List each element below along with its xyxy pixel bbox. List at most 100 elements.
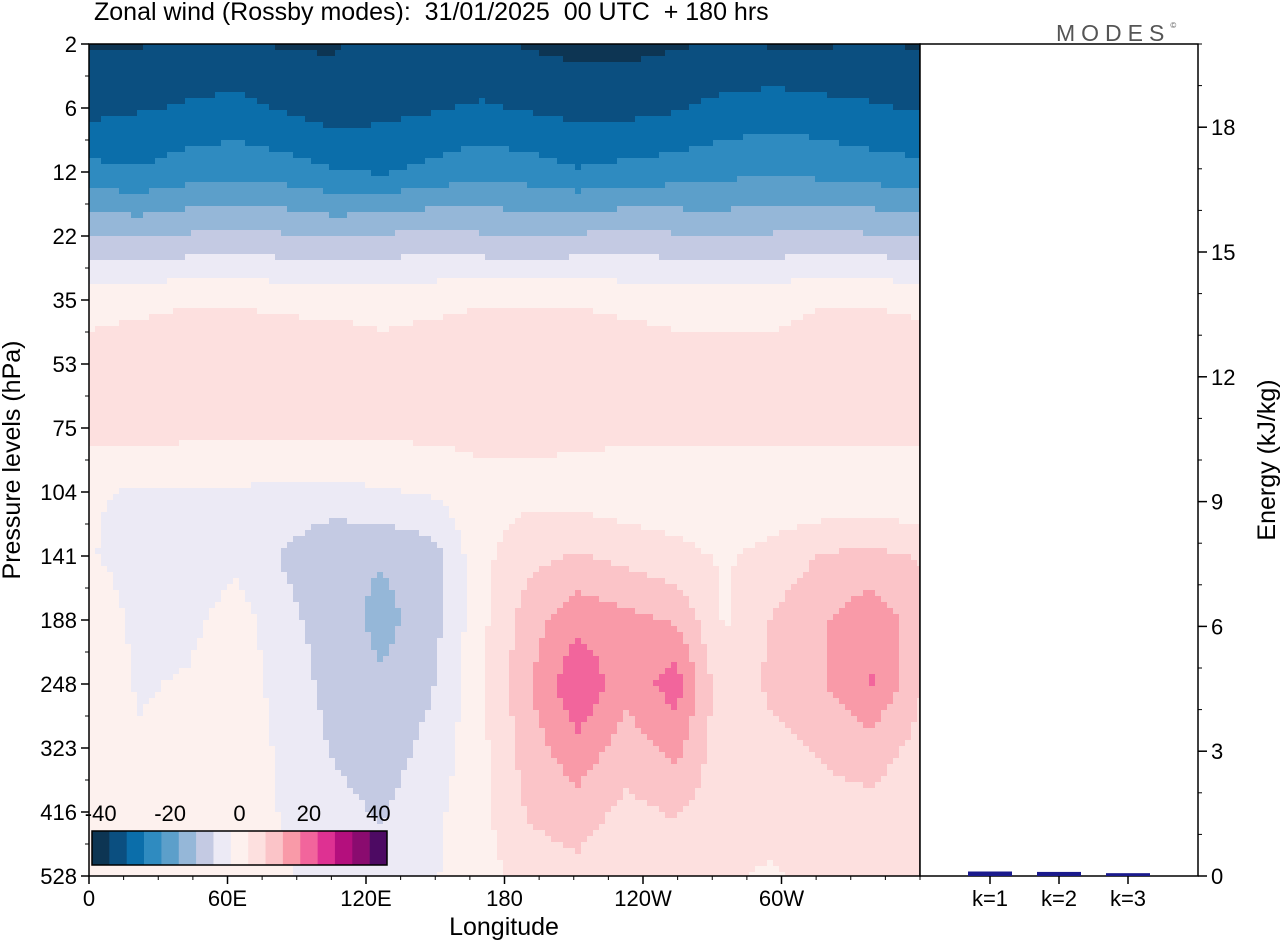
heatmap-cell <box>107 206 114 213</box>
heatmap-cell <box>395 86 402 93</box>
heatmap-cell <box>359 128 366 135</box>
heatmap-cell <box>737 200 744 207</box>
heatmap-cell <box>647 98 654 105</box>
heatmap-cell <box>725 110 732 117</box>
heatmap-cell <box>815 176 822 183</box>
heatmap-cell <box>233 104 240 111</box>
heatmap-cell <box>401 92 408 99</box>
heatmap-cell <box>371 218 378 225</box>
heatmap-cell <box>689 236 696 243</box>
heatmap-cell <box>275 50 282 57</box>
heatmap-cell <box>497 170 504 177</box>
heatmap-cell <box>557 212 564 219</box>
heatmap-cell <box>893 98 900 105</box>
heatmap-cell <box>857 80 864 87</box>
heatmap-cell <box>641 134 648 141</box>
heatmap-cell <box>635 146 642 153</box>
heatmap-cell <box>443 152 450 159</box>
heatmap-cell <box>701 212 708 219</box>
heatmap-cell <box>593 242 600 249</box>
heatmap-cell <box>851 104 858 111</box>
heatmap-cell <box>545 164 552 171</box>
heatmap-cell <box>803 140 810 147</box>
heatmap-cell <box>395 224 402 231</box>
heatmap-cell <box>335 242 342 249</box>
heatmap-cell <box>635 140 642 147</box>
heatmap-cell <box>407 86 414 93</box>
heatmap-cell <box>707 248 714 255</box>
heatmap-cell <box>515 140 522 147</box>
heatmap-cell <box>167 98 174 105</box>
heatmap-cell <box>827 134 834 141</box>
heatmap-cell <box>869 140 876 147</box>
heatmap-cell <box>557 110 564 117</box>
heatmap-cell <box>443 242 450 249</box>
heatmap-cell <box>353 230 360 237</box>
heatmap-cell <box>233 56 240 63</box>
heatmap-cell <box>791 242 798 249</box>
heatmap-cell <box>473 176 480 183</box>
heatmap-cell <box>767 248 774 255</box>
heatmap-cell <box>455 116 462 123</box>
heatmap-cell <box>869 50 876 57</box>
heatmap-cell <box>509 62 516 69</box>
heatmap-cell <box>695 122 702 129</box>
heatmap-cell <box>317 206 324 213</box>
heatmap-cell <box>221 200 228 207</box>
heatmap-cell <box>689 86 696 93</box>
heatmap-cell <box>269 92 276 99</box>
heatmap-cell <box>257 104 264 111</box>
heatmap-cell <box>113 236 120 243</box>
heatmap-cell <box>761 200 768 207</box>
heatmap-cell <box>473 152 480 159</box>
heatmap-cell <box>587 170 594 177</box>
heatmap-cell <box>287 182 294 189</box>
heatmap-cell <box>413 188 420 195</box>
heatmap-cell <box>443 80 450 87</box>
heatmap-cell <box>173 98 180 105</box>
heatmap-cell <box>749 56 756 63</box>
heatmap-cell <box>419 194 426 201</box>
heatmap-cell <box>629 224 636 231</box>
heatmap-cell <box>569 164 576 171</box>
heatmap-cell <box>143 98 150 105</box>
heatmap-cell <box>155 188 162 195</box>
heatmap-cell <box>353 50 360 57</box>
heatmap-cell <box>137 104 144 111</box>
heatmap-cell <box>821 98 828 105</box>
heatmap-cell <box>779 44 786 51</box>
heatmap-cell <box>179 242 186 249</box>
heatmap-cell <box>647 212 654 219</box>
heatmap-cell <box>323 116 330 123</box>
heatmap-cell <box>413 122 420 129</box>
heatmap-cell <box>647 200 654 207</box>
heatmap-cell <box>791 164 798 171</box>
heatmap-cell <box>881 212 888 219</box>
heatmap-cell <box>617 206 624 213</box>
heatmap-cell <box>299 170 306 177</box>
heatmap-cell <box>173 104 180 111</box>
heatmap-cell <box>785 62 792 69</box>
heatmap-cell <box>713 134 720 141</box>
heatmap-cell <box>881 74 888 81</box>
heatmap-cell <box>149 74 156 81</box>
heatmap-cell <box>713 68 720 75</box>
heatmap-cell <box>461 104 468 111</box>
heatmap-cell <box>827 92 834 99</box>
heatmap-cell <box>683 164 690 171</box>
heatmap-cell <box>521 146 528 153</box>
heatmap-cell <box>509 230 516 237</box>
heatmap-cell <box>593 74 600 81</box>
heatmap-cell <box>857 50 864 57</box>
heatmap-cell <box>239 170 246 177</box>
heatmap-cell <box>287 86 294 93</box>
heatmap-cell <box>695 170 702 177</box>
heatmap-cell <box>701 242 708 249</box>
heatmap-cell <box>125 242 132 249</box>
heatmap-cell <box>659 86 666 93</box>
heatmap-cell <box>803 74 810 81</box>
heatmap-cell <box>479 206 486 213</box>
heatmap-cell <box>899 74 906 81</box>
heatmap-cell <box>779 122 786 129</box>
heatmap-cell <box>911 218 918 225</box>
